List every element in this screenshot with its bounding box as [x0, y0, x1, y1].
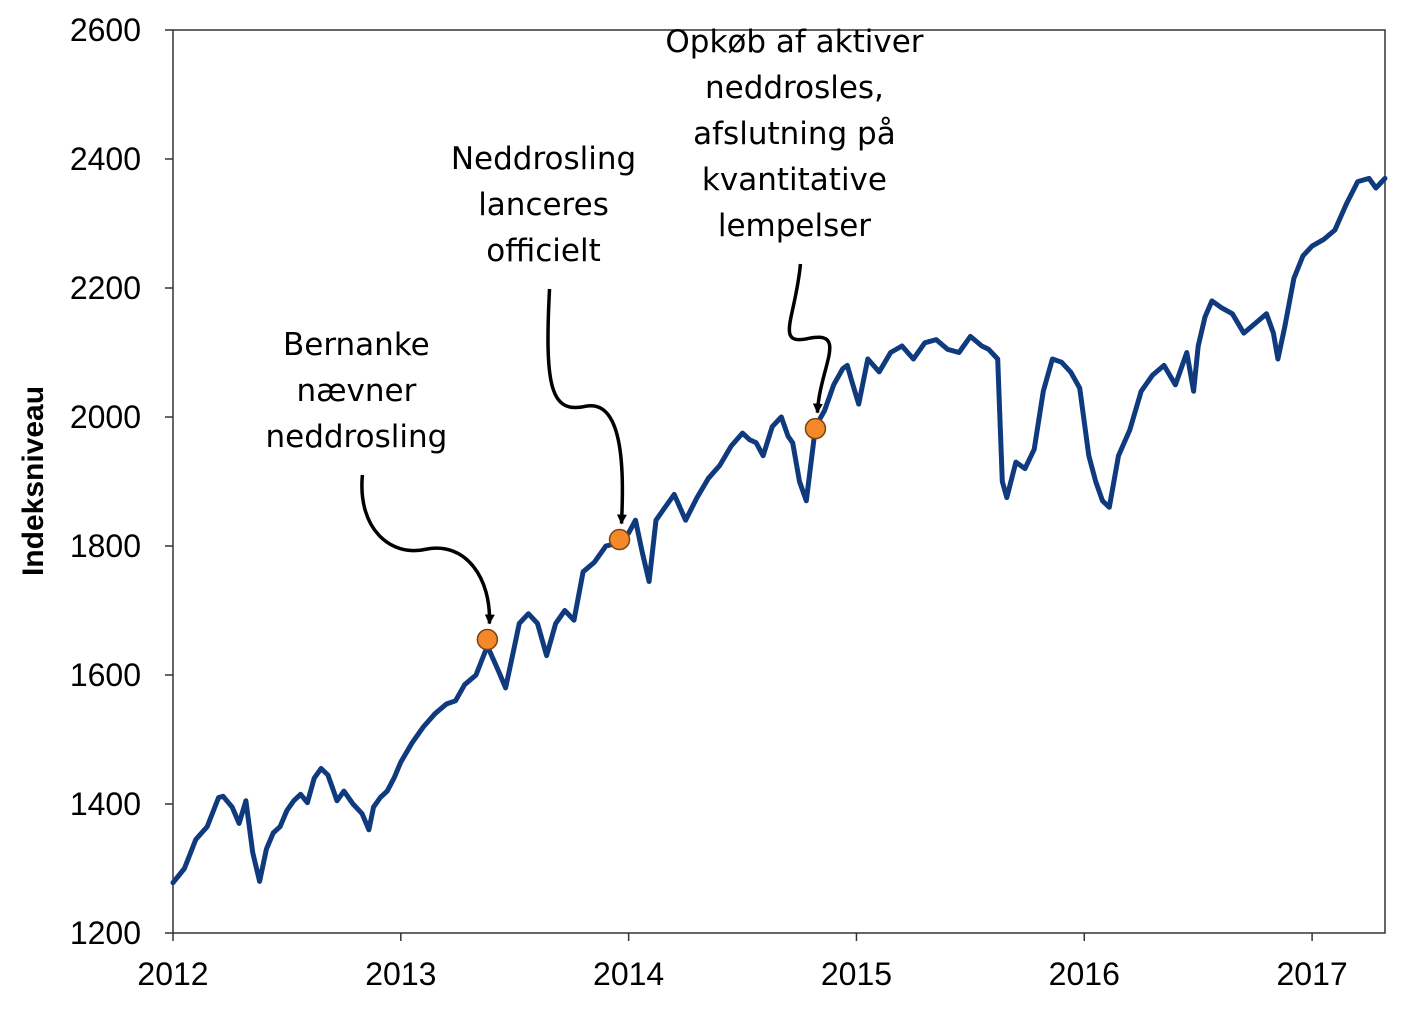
- y-tick-label: 1400: [70, 786, 141, 822]
- annotation-text: Neddrosling: [451, 141, 636, 177]
- annotation-arrow: [787, 263, 832, 414]
- x-tick-label: 2017: [1277, 956, 1348, 992]
- y-tick-label: 2400: [70, 141, 141, 177]
- annotation-text: lempelser: [718, 208, 871, 244]
- annotation-text: neddrosling: [265, 419, 447, 455]
- y-tick-label: 2200: [70, 270, 141, 306]
- event-marker: [476, 628, 499, 651]
- x-tick-label: 2016: [1049, 956, 1120, 992]
- annotation-text: Bernanke: [283, 327, 430, 363]
- annotation-text: nævner: [296, 373, 416, 409]
- x-tick-label: 2013: [365, 956, 436, 992]
- y-tick-label: 1800: [70, 528, 141, 564]
- y-tick-label: 2000: [70, 399, 141, 435]
- annotation-text: kvantitative: [702, 162, 887, 198]
- annotation-arrow: [360, 474, 495, 625]
- y-tick-label: 1200: [70, 915, 141, 951]
- x-tick-label: 2014: [593, 956, 664, 992]
- annotation-text: neddrosles,: [705, 70, 884, 106]
- x-axis: 2012 2013 2014 2015 2016 2017: [137, 933, 1348, 992]
- series-line: [170, 175, 1388, 886]
- annotation-text: afslutning på: [693, 116, 896, 152]
- annotation-text: Opkøb af aktiver: [665, 24, 923, 60]
- annotation-layer: Bernanke nævner neddrosling Neddrosling lanc…: [265, 24, 924, 651]
- y-axis: 1200 1400 1600 1800 2000 2200 2400 2600: [70, 12, 173, 951]
- y-tick-label: 1600: [70, 657, 141, 693]
- event-marker: [608, 528, 631, 551]
- annotation-text: lanceres: [478, 187, 609, 223]
- y-axis-title: Indeksniveau: [17, 386, 50, 576]
- y-tick-label: 2600: [70, 12, 141, 48]
- plot-area: [172, 29, 1386, 934]
- x-tick-label: 2012: [137, 956, 208, 992]
- annotation-text: officielt: [486, 233, 600, 269]
- annotation-arrow: [546, 288, 627, 525]
- x-tick-label: 2015: [821, 956, 892, 992]
- event-marker: [804, 417, 827, 440]
- series-layer: [170, 175, 1388, 886]
